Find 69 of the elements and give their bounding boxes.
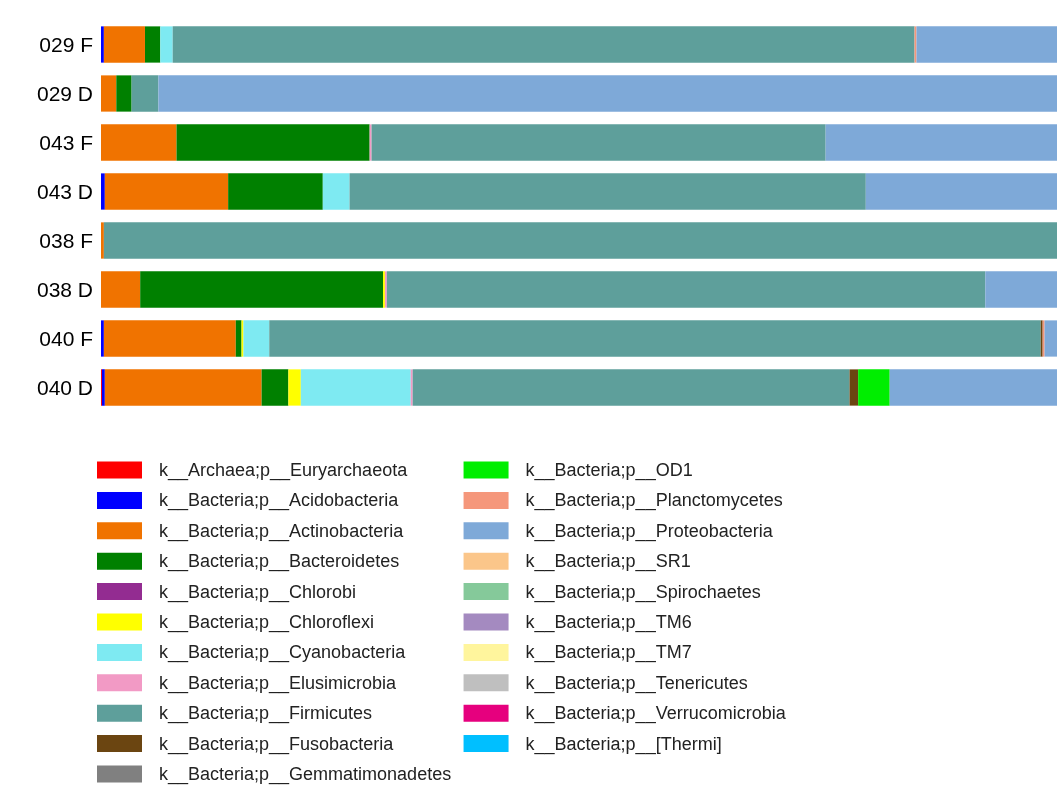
- bar: [349, 173, 866, 210]
- bar: [371, 124, 826, 161]
- bar: [131, 75, 159, 112]
- bar: [916, 26, 1057, 63]
- bar: [889, 369, 1057, 406]
- bar: [144, 26, 161, 63]
- legend-label: k__Bacteria;p__OD1: [525, 460, 693, 481]
- bar: [160, 26, 173, 63]
- bar: [101, 320, 104, 357]
- y-tick-label: 040 D: [36, 376, 93, 399]
- legend-label: k__Bacteria;p__SR1: [525, 551, 691, 573]
- y-tick-label: 043 D: [36, 180, 93, 203]
- bar: [269, 320, 1041, 357]
- bar: [261, 369, 289, 406]
- bar: [104, 173, 229, 210]
- bar: [101, 271, 141, 308]
- bar: [101, 26, 104, 63]
- bar: [235, 320, 242, 357]
- legend-label: k__Bacteria;p__Gemmatimonadetes: [159, 764, 452, 785]
- legend-label: k__Archaea;p__Euryarchaeota: [159, 460, 409, 481]
- bar: [104, 369, 262, 406]
- legend-label: k__Bacteria;p__Planctomycetes: [525, 490, 783, 512]
- bar: [865, 173, 1057, 210]
- bar: [140, 271, 384, 308]
- bar: [858, 369, 890, 406]
- bar: [103, 26, 145, 63]
- legend-label: k__Bacteria;p__Spirochaetes: [525, 581, 761, 603]
- legend-label: k__Bacteria;p__Proteobacteria: [525, 520, 774, 542]
- bar: [158, 75, 1057, 112]
- y-tick-label: 038 F: [39, 229, 93, 252]
- legend-label: k__Bacteria;p__Chloroflexi: [159, 612, 375, 633]
- bar: [101, 124, 177, 161]
- bar: [176, 124, 370, 161]
- y-tick-label: 029 F: [39, 33, 93, 56]
- bar: [322, 173, 350, 210]
- bar: [116, 75, 132, 112]
- bar: [412, 369, 850, 406]
- bar: [101, 222, 104, 259]
- legend-label: k__Bacteria;p__Tenericutes: [525, 672, 748, 694]
- legend-label: k__Bacteria;p__Actinobacteria: [159, 520, 405, 542]
- legend-label: k__Bacteria;p__Verrucomicrobia: [525, 703, 787, 725]
- legend-label: k__Bacteria;p__[Thermi]: [525, 733, 722, 755]
- bar: [243, 320, 270, 357]
- legend-label: k__Bacteria;p__Elusimicrobia: [159, 672, 398, 694]
- bar: [1044, 320, 1057, 357]
- y-tick-label: 029 D: [36, 82, 93, 105]
- bar: [103, 222, 1057, 259]
- bar: [228, 173, 323, 210]
- legend-label: k__Bacteria;p__TM7: [525, 642, 692, 664]
- legend-label: k__Bacteria;p__Bacteroidetes: [159, 551, 400, 573]
- bar: [386, 271, 986, 308]
- bar: [825, 124, 1057, 161]
- bar: [103, 320, 236, 357]
- bar: [300, 369, 411, 406]
- y-tick-label: 038 D: [36, 278, 93, 301]
- bar: [985, 271, 1057, 308]
- bar: [288, 369, 301, 406]
- bar: [849, 369, 859, 406]
- bar: [101, 75, 117, 112]
- legend-label: k__Bacteria;p__Chlorobi: [159, 581, 357, 603]
- y-tick-label: 043 F: [39, 131, 93, 154]
- legend-label: k__Bacteria;p__Cyanobacteria: [159, 642, 407, 664]
- legend-label: k__Bacteria;p__Firmicutes: [159, 703, 373, 725]
- legend-label: k__Bacteria;p__Acidobacteria: [159, 490, 400, 512]
- bar: [172, 26, 915, 63]
- y-tick-label: 040 F: [39, 327, 93, 350]
- legend-label: k__Bacteria;p__TM6: [525, 612, 692, 633]
- bar: [101, 173, 105, 210]
- legend-label: k__Bacteria;p__Fusobacteria: [159, 733, 395, 755]
